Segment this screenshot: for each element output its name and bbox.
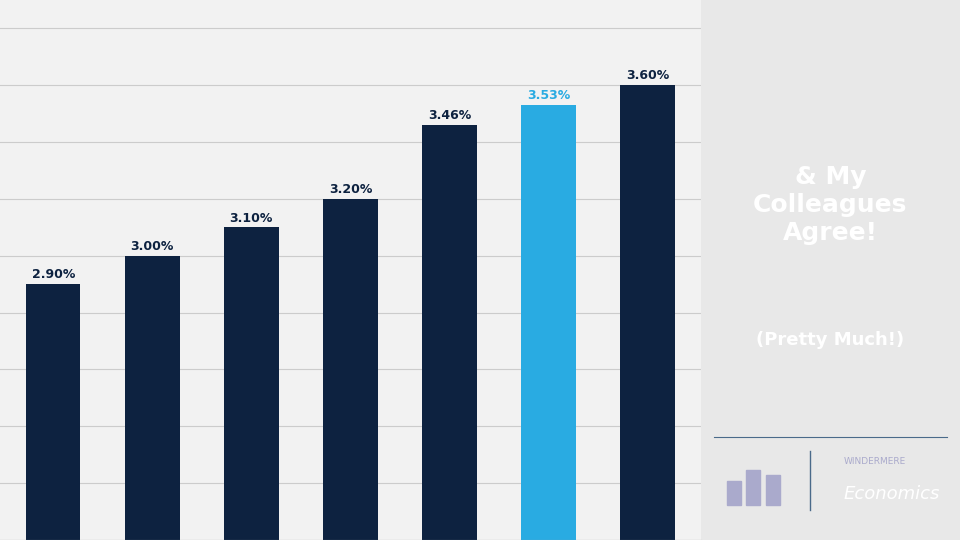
Bar [26, 284, 81, 540]
Bar [324, 199, 377, 540]
Bar [727, 481, 741, 505]
Text: WINDERMERE: WINDERMERE [843, 457, 905, 466]
Bar [224, 227, 278, 540]
Text: 3.46%: 3.46% [428, 109, 471, 122]
Text: (Pretty Much!): (Pretty Much!) [756, 331, 904, 349]
Bar [765, 475, 780, 505]
Bar [125, 256, 180, 540]
Text: 3.60%: 3.60% [626, 70, 669, 83]
Text: 3.20%: 3.20% [328, 183, 372, 196]
Text: 3.10%: 3.10% [229, 212, 273, 225]
Bar [521, 105, 576, 540]
Bar [422, 125, 477, 540]
Text: 2.90%: 2.90% [32, 268, 75, 281]
Bar [620, 85, 675, 540]
Bar [746, 470, 760, 505]
Text: Economics: Economics [843, 485, 940, 503]
Text: & My
Colleagues
Agree!: & My Colleagues Agree! [754, 165, 907, 245]
Text: 3.00%: 3.00% [131, 240, 174, 253]
Text: 3.53%: 3.53% [527, 89, 570, 102]
